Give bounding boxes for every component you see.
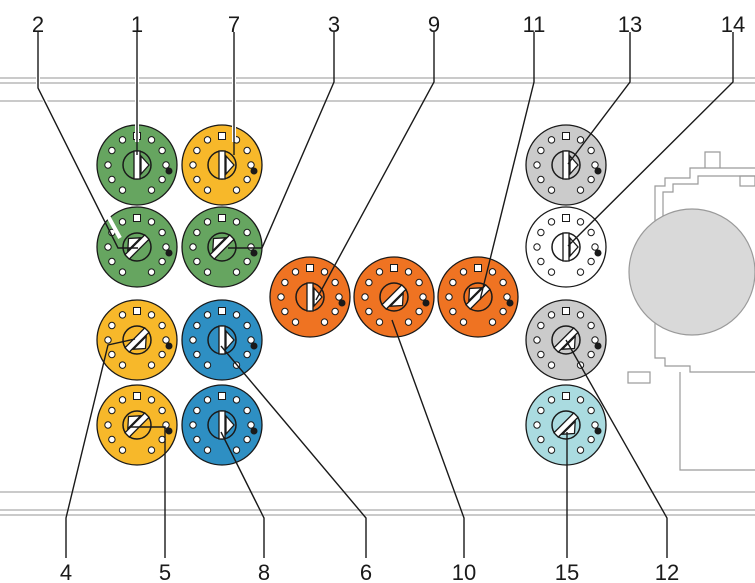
callout-labels-bottom: 4 5 8 6 10 15 12 xyxy=(60,560,679,583)
leader-9 xyxy=(315,32,435,301)
label-1: 1 xyxy=(131,12,143,37)
leader-13 xyxy=(567,32,631,165)
rotary-switch-5 xyxy=(96,384,178,466)
label-6: 6 xyxy=(360,560,372,583)
rotary-switch-3 xyxy=(181,206,263,288)
label-14: 14 xyxy=(721,12,745,37)
leader-5 xyxy=(130,426,166,558)
rotary-switch-2 xyxy=(96,206,178,288)
leader-8 xyxy=(220,431,265,558)
rotary-switch-4 xyxy=(96,299,178,381)
rotary-switch-6 xyxy=(181,299,263,381)
leader-lines xyxy=(36,32,734,558)
label-7: 7 xyxy=(228,12,240,37)
label-4: 4 xyxy=(60,560,72,583)
leader-14 xyxy=(567,32,734,247)
rotary-switch-15 xyxy=(525,384,607,466)
leader-12 xyxy=(565,339,668,558)
leader-3 xyxy=(228,32,335,249)
leader-11 xyxy=(479,32,535,301)
label-15: 15 xyxy=(555,560,579,583)
label-13: 13 xyxy=(618,12,642,37)
callout-labels-top: 2 1 7 3 9 11 13 14 xyxy=(32,12,745,37)
label-8: 8 xyxy=(258,560,270,583)
rotary-switch-8 xyxy=(181,384,263,466)
leader-10 xyxy=(391,319,465,558)
rotary-switch-14 xyxy=(525,206,607,288)
leader-2 xyxy=(37,32,138,249)
leader-6 xyxy=(220,345,367,558)
leader-4 xyxy=(65,338,136,558)
label-5: 5 xyxy=(159,560,171,583)
top-rail xyxy=(0,77,755,102)
label-3: 3 xyxy=(328,12,340,37)
bottom-rail xyxy=(0,491,755,516)
label-12: 12 xyxy=(655,560,679,583)
rotary-switch-7 xyxy=(181,124,263,206)
round-component xyxy=(628,208,755,336)
rotary-switch-9 xyxy=(269,256,351,338)
label-2: 2 xyxy=(32,12,44,37)
rotary-switch-11 xyxy=(437,256,519,338)
label-10: 10 xyxy=(452,560,476,583)
label-9: 9 xyxy=(428,12,440,37)
switch-group xyxy=(96,124,607,466)
rotary-switch-10 xyxy=(353,256,435,338)
right-component-panel xyxy=(627,151,755,471)
label-11: 11 xyxy=(523,12,546,37)
rotary-switch-1 xyxy=(96,124,178,206)
rotary-switch-13 xyxy=(525,124,607,206)
